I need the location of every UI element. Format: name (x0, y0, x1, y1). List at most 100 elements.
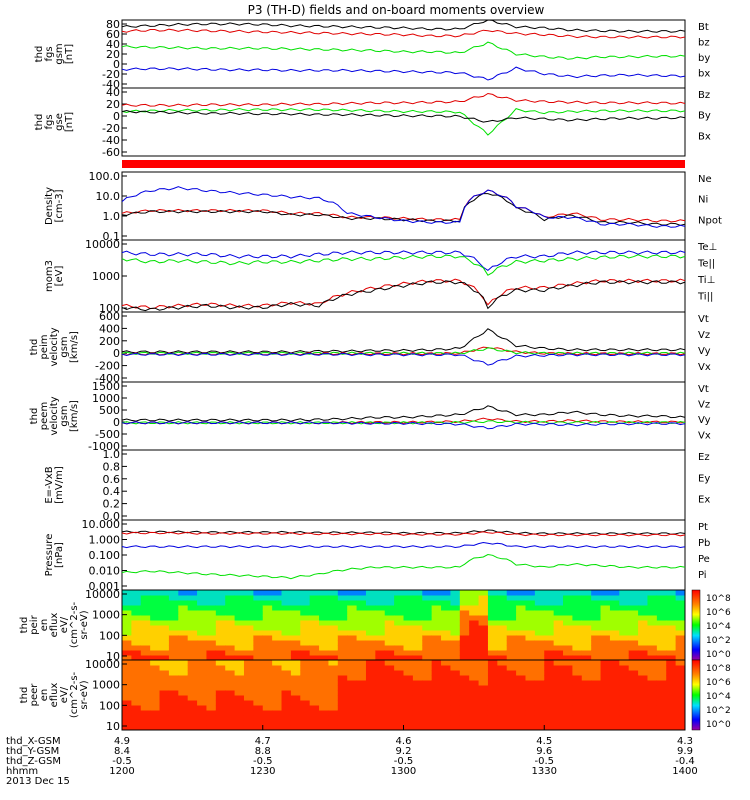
spectrogram-cell (497, 690, 508, 696)
spectrogram-cell (375, 700, 386, 706)
spectrogram-cell (516, 670, 526, 676)
spectrogram-cell (206, 720, 217, 726)
spectrogram-cell (412, 670, 423, 676)
spectrogram-cell (356, 615, 367, 621)
spectrogram-cell (563, 650, 573, 656)
spectrogram-cell (215, 685, 226, 691)
spectrogram-cell (487, 650, 498, 656)
spectrogram-cell (506, 610, 517, 616)
spectrogram-cell (384, 645, 395, 651)
spectrogram-cell (131, 715, 142, 721)
y-axis-label-line: peim (39, 334, 50, 359)
spectrogram-cell (225, 685, 236, 691)
spectrogram-cell (619, 695, 630, 701)
series-line-Bx (121, 109, 686, 123)
spectrogram-cell (544, 615, 555, 621)
spectrogram-cell (553, 720, 564, 726)
spectrogram-cell (394, 680, 404, 686)
spectrogram-cell (469, 590, 480, 596)
spectrogram-cell (450, 695, 461, 701)
spectrogram-cell (187, 605, 198, 611)
spectrogram-cell (581, 595, 592, 601)
spectrogram-cell (412, 705, 423, 711)
spectrogram-cell (168, 615, 179, 621)
spectrogram-cell (412, 620, 423, 626)
spectrogram-cell (131, 605, 142, 611)
spectrogram-cell (253, 595, 264, 601)
spectrogram-cell (487, 615, 498, 621)
x-tick-label: 4.7 (255, 736, 271, 747)
spectrogram-cell (122, 685, 132, 691)
spectrogram-cell (563, 700, 573, 706)
spectrogram-cell (656, 600, 667, 606)
spectrogram-cell (647, 595, 658, 601)
spectrogram-cell (253, 615, 264, 621)
y-axis-label: E=-VxB [mV/m] (44, 466, 65, 504)
legend-label: Vx (698, 362, 711, 373)
spectrogram-cell (497, 595, 508, 601)
spectrogram-cell (168, 660, 179, 666)
spectrogram-cell (384, 625, 395, 631)
spectrogram-cell (225, 725, 236, 731)
spectrogram-cell (243, 675, 254, 681)
spectrogram-cell (459, 595, 470, 601)
spectrogram-cell (253, 685, 264, 691)
spectrogram-cell (572, 635, 583, 641)
spectrogram-cell (187, 685, 198, 691)
spectrogram-cell (553, 650, 564, 656)
spectrogram-cell (215, 690, 226, 696)
spectrogram-cell (516, 635, 526, 641)
spectrogram-cell (459, 625, 470, 631)
spectrogram-cell (619, 680, 630, 686)
spectrogram-cell (243, 625, 254, 631)
spectrogram-cell (656, 680, 667, 686)
x-tick-label: 8.4 (114, 746, 130, 757)
spectrogram-cell (544, 700, 555, 706)
spectrogram-cell (675, 680, 686, 686)
spectrogram-cell (525, 675, 536, 681)
spectrogram-cell (272, 590, 283, 596)
spectrogram-cell (591, 715, 602, 721)
spectrogram-cell (628, 620, 639, 626)
legend-label: Pt (698, 522, 708, 533)
spectrogram-cell (225, 700, 236, 706)
spectrogram-cell (319, 665, 329, 671)
spectrogram-cell (600, 630, 611, 636)
spectrogram-cell (150, 610, 161, 616)
spectrogram-cell (253, 725, 264, 731)
spectrogram-cell (572, 725, 583, 731)
spectrogram-cell (469, 625, 480, 631)
spectrogram-cell (262, 710, 273, 716)
spectrogram-cell (459, 630, 470, 636)
spectrogram-cell (122, 630, 132, 636)
spectrogram-cell (300, 675, 311, 681)
spectrogram-cell (206, 610, 217, 616)
spectrogram-cell (656, 635, 667, 641)
spectrogram-cell (215, 695, 226, 701)
spectrogram-cell (591, 705, 602, 711)
spectrogram-cell (441, 705, 451, 711)
spectrogram-cell (131, 595, 142, 601)
spectrogram-cell (365, 695, 376, 701)
spectrogram-cell (563, 675, 573, 681)
spectrogram-cell (609, 665, 620, 671)
spectrogram-cell (234, 680, 245, 686)
spectrogram-cell (309, 690, 320, 696)
legend-label: Bt (698, 22, 709, 33)
spectrogram-cell (347, 710, 358, 716)
spectrogram-cell (403, 700, 414, 706)
spectrogram-cell (572, 650, 583, 656)
spectrogram-cell (309, 645, 320, 651)
spectrogram-cell (140, 685, 151, 691)
spectrogram-cell (525, 725, 536, 731)
legend-label: Ne (698, 174, 712, 185)
spectrogram-cell (140, 670, 151, 676)
spectrogram-cell (300, 635, 311, 641)
spectrogram-cell (572, 710, 583, 716)
spectrogram-cell (450, 640, 461, 646)
spectrogram-cell (131, 720, 142, 726)
spectrogram-cell (178, 715, 189, 721)
spectrogram-cell (140, 610, 151, 616)
spectrogram-cell (206, 675, 217, 681)
spectrogram-cell (337, 655, 348, 661)
